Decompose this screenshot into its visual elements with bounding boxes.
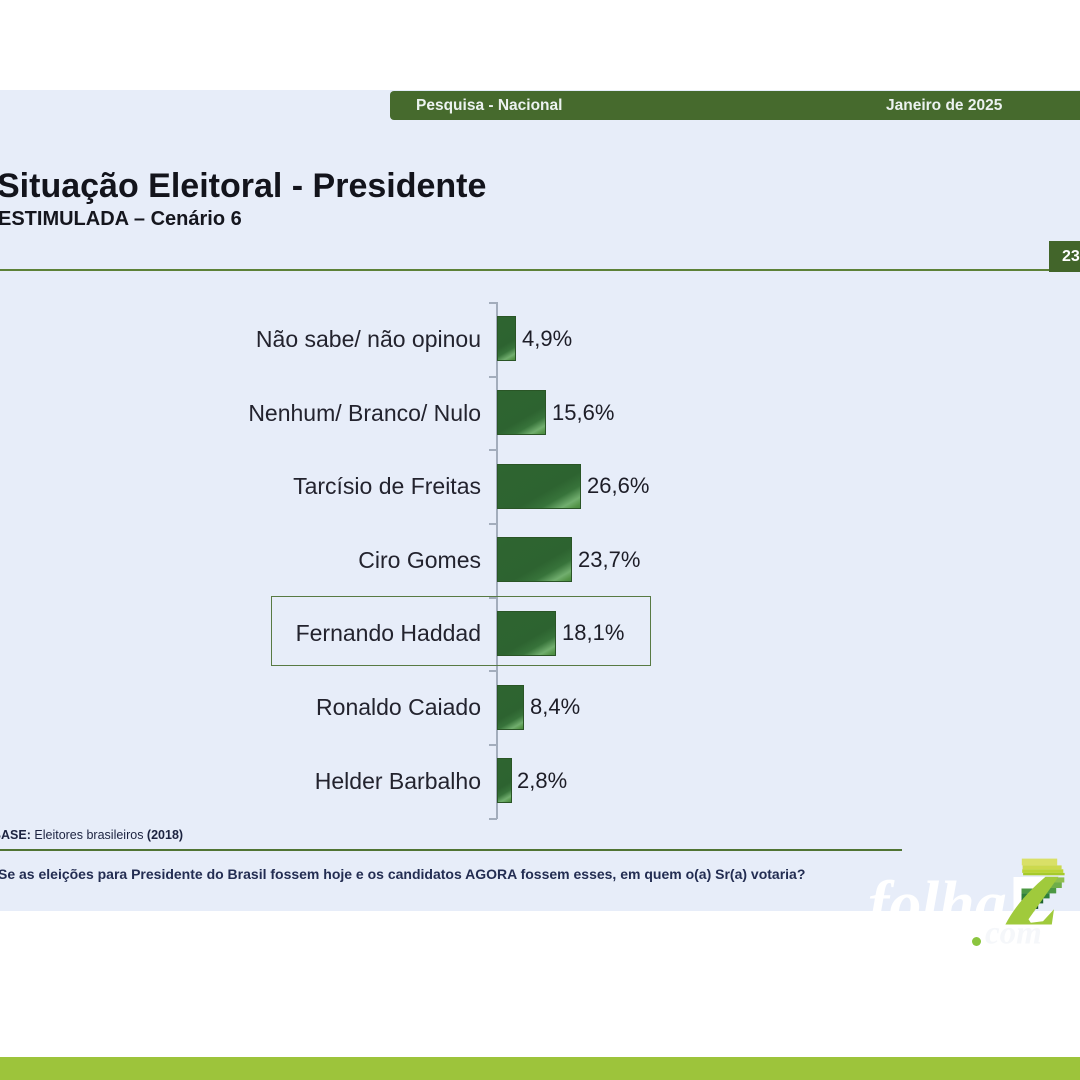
svg-text:com: com <box>985 916 1042 952</box>
svg-text:folha: folha <box>868 867 1007 938</box>
